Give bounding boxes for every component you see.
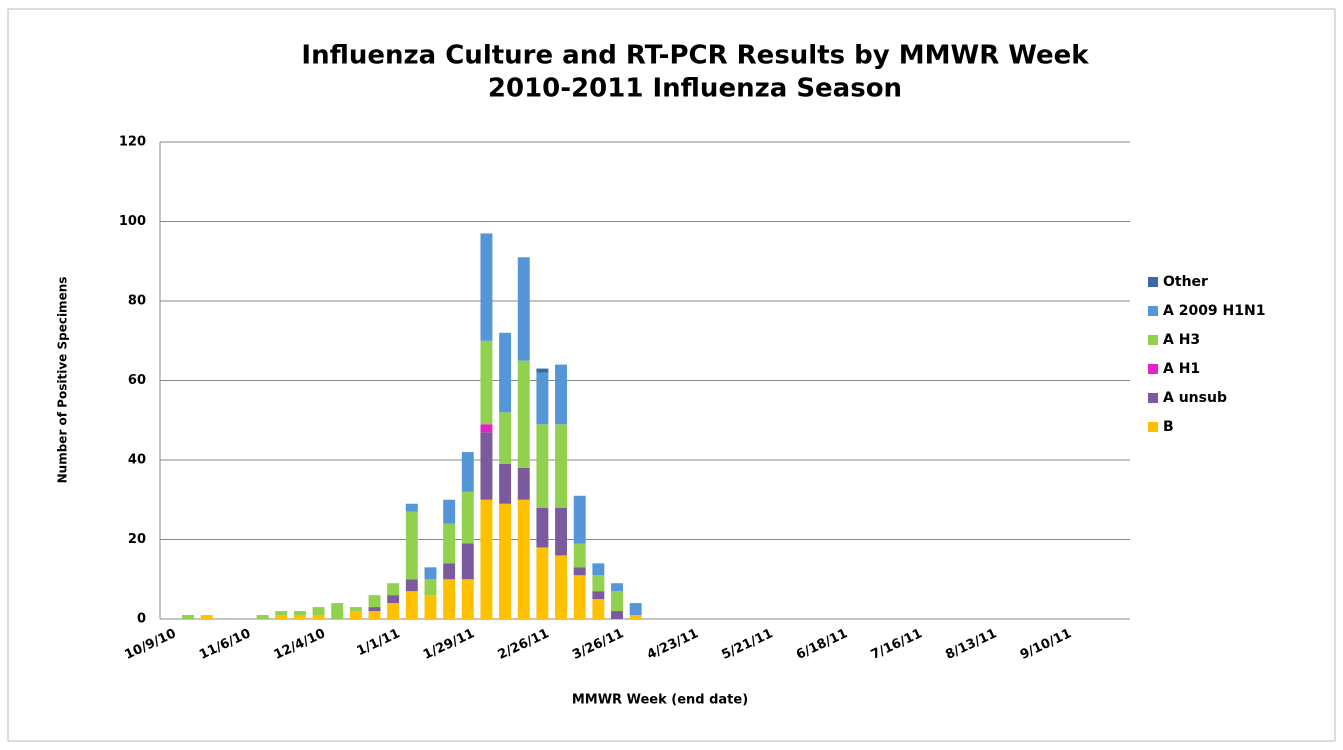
legend-swatch [1148,335,1158,345]
bar-segment [443,579,456,619]
bar-segment [293,611,306,616]
bar-segment [480,340,493,425]
bar-segment [461,543,474,580]
bar-segment [405,511,418,580]
bar-segment [536,547,549,619]
legend-label: Other [1163,274,1208,290]
legend-label: A unsub [1163,390,1227,406]
bar-segment [499,332,512,413]
bar-segment [405,579,418,592]
bar-segment [536,507,549,548]
bar-segment [461,452,474,492]
bar-segment [443,523,456,564]
bar-segment [536,368,549,373]
bar-segment [517,499,530,619]
bar-segment [592,591,605,600]
bar-segment [387,595,400,604]
bar-segment [256,615,269,619]
chart-subtitle: 2010-2011 Influenza Season [488,74,902,104]
bar-segment [424,595,437,619]
bar-segment [536,372,549,425]
y-tick-label: 60 [128,373,146,388]
bar-segment [461,491,474,544]
bar-segment [368,607,381,612]
legend-swatch [1148,364,1158,374]
bar-segment [424,579,437,596]
y-tick-label: 80 [128,294,146,309]
bar-segment [387,583,400,596]
bar-segment [555,507,568,556]
bar-segment [499,463,512,504]
legend-label: B [1163,419,1174,435]
y-tick-label: 120 [119,135,146,150]
y-tick-label: 100 [119,214,146,229]
bar-segment [611,591,623,612]
bar-segment [555,364,568,425]
bar-segment [368,611,381,619]
bar-segment [480,424,493,433]
bar-segment [405,591,418,619]
bar-segment [312,615,325,619]
legend-label: A 2009 H1N1 [1163,303,1265,319]
frame [7,8,1336,742]
legend-label: A H1 [1163,361,1200,377]
bar-segment [555,424,568,508]
bar-segment [275,611,288,616]
bar-segment [349,607,362,612]
bar-segment [592,563,605,576]
bar-segment [368,595,381,608]
legend-label: A H3 [1163,332,1200,348]
bar-segment [480,432,493,500]
bar-segment [331,603,344,619]
bar-segment [405,503,418,512]
bar-segment [387,603,400,619]
legend-swatch [1148,306,1158,316]
bar-segment [555,555,568,619]
x-axis-label: MMWR Week (end date) [572,693,748,708]
bar-segment [443,499,456,524]
bar-segment [573,495,586,544]
chart-title: Influenza Culture and RT-PCR Results by … [301,41,1089,71]
bar-segment [499,503,512,619]
bar-segment [182,615,194,619]
bar-segment [573,543,586,568]
bar-segment [573,575,586,619]
bar-segment [611,583,623,592]
bar-segment [275,615,288,619]
y-tick-label: 40 [128,453,146,468]
bar-segment [573,567,586,576]
bar-segment [480,499,493,619]
bar-segment [424,567,437,580]
bar-segment [592,599,605,619]
bar-segment [629,603,642,616]
bar-segment [443,563,456,580]
bar-segment [517,360,530,468]
bar-segment [611,611,623,619]
legend-swatch [1148,422,1158,432]
y-tick-label: 20 [128,532,146,547]
bar-segment [349,611,362,619]
bar-segment [499,412,512,464]
bar-segment [200,615,213,619]
bar-segment [480,233,493,341]
bar-segment [592,575,605,592]
legend-swatch [1148,393,1158,403]
bar-segment [312,607,325,616]
bar-segment [536,424,549,508]
bar-segment [517,257,530,361]
y-axis-label: Number of Positive Specimens [56,277,70,484]
legend-swatch [1148,277,1158,287]
y-tick-label: 0 [137,612,146,627]
bar-segment [293,615,306,619]
bar-segment [461,579,474,619]
bar-segment [517,467,530,500]
bar-segment [629,615,642,619]
